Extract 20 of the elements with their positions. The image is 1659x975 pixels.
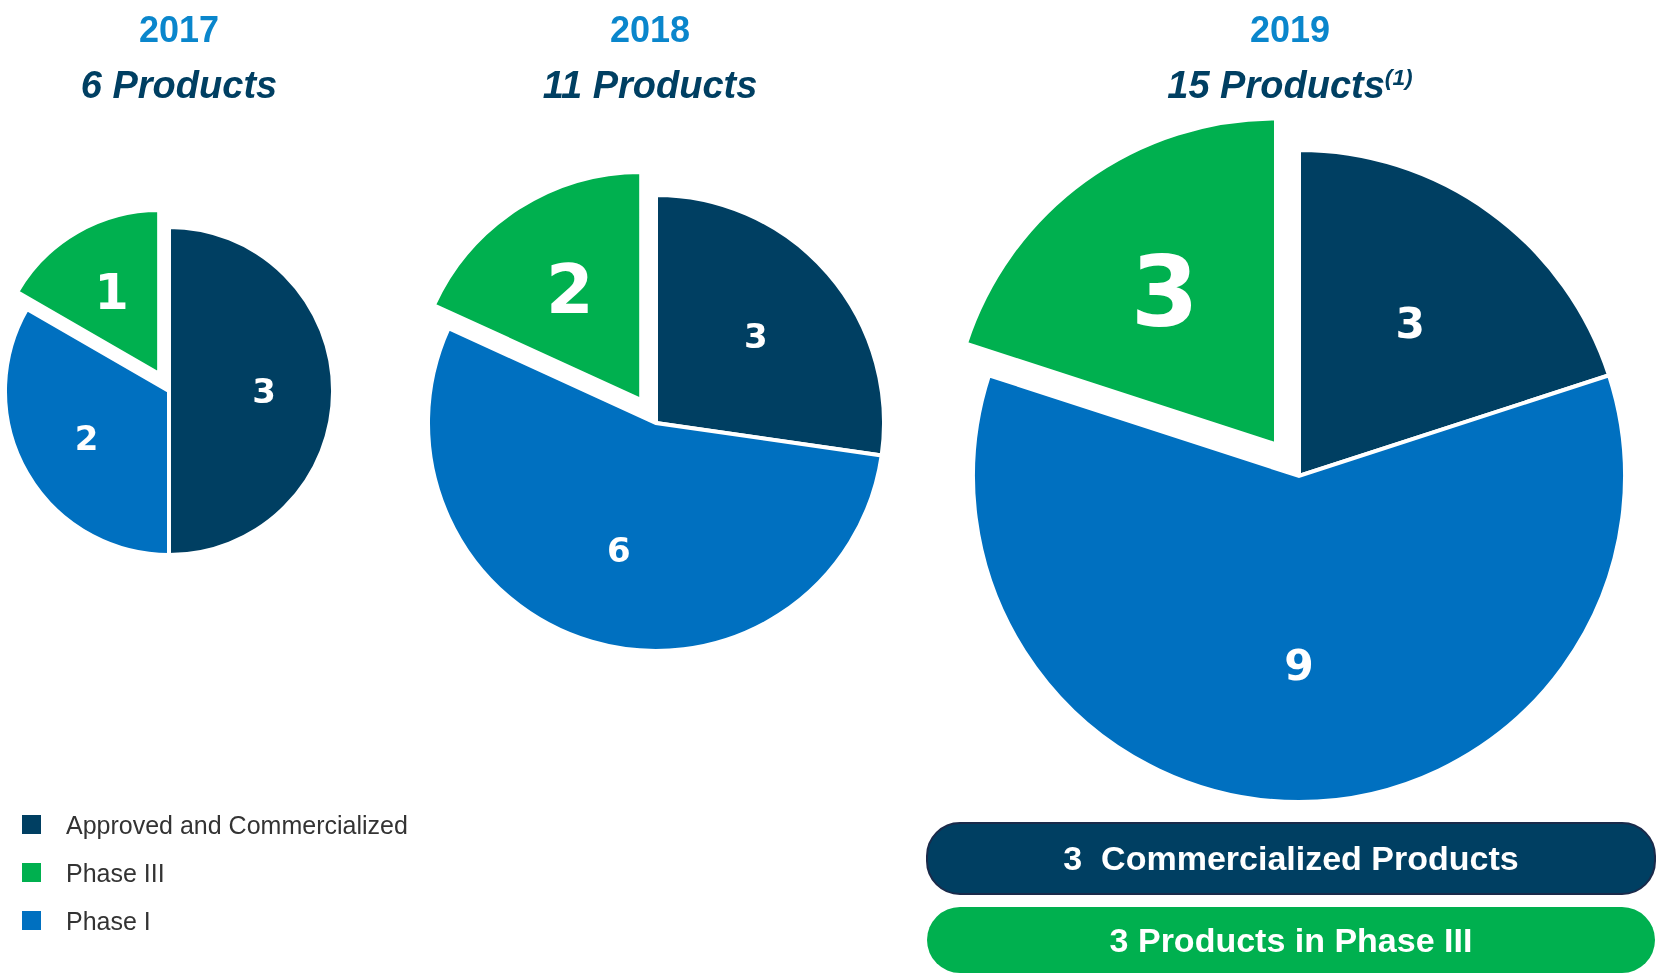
legend-label: Phase III	[66, 858, 165, 887]
chart-subtitle: 11 Products	[542, 64, 758, 106]
chart-subtitle: 15 Products$^{(1)}$	[1167, 64, 1413, 106]
chart-title: 2018	[609, 9, 691, 50]
data-label: 3	[1395, 298, 1425, 348]
data-label: 3	[252, 370, 276, 411]
chart-subtitle: 6 Products	[80, 64, 278, 106]
data-label: 3	[744, 316, 768, 357]
data-label: 2	[74, 418, 99, 459]
data-label: 2	[545, 249, 594, 329]
data-label: 1	[94, 262, 129, 321]
data-label: 9	[1284, 640, 1314, 690]
legend-label: Approved and Commercialized	[66, 810, 408, 839]
data-label: 3	[1130, 234, 1199, 349]
text: 3 Commercialized Products	[1063, 838, 1519, 877]
chart-title: 2019	[1249, 9, 1331, 50]
legend-label: Phase I	[66, 906, 151, 935]
text: 3 Products in Phase III	[1109, 920, 1473, 959]
chart-title: 2017	[138, 9, 220, 50]
data-label: 6	[606, 529, 631, 570]
